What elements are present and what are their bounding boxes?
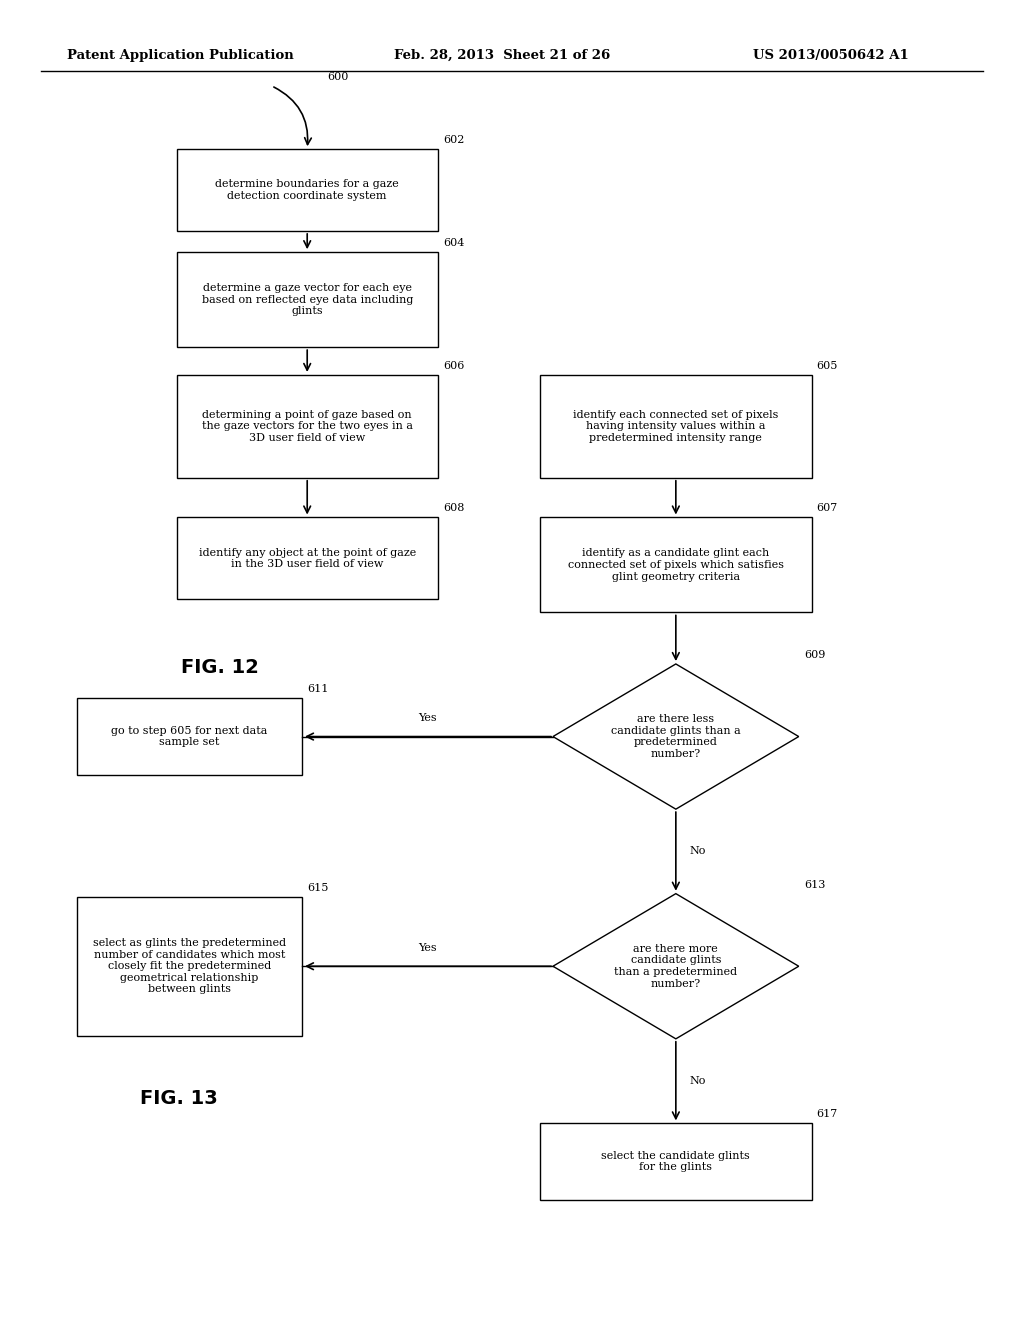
Text: US 2013/0050642 A1: US 2013/0050642 A1 bbox=[753, 49, 908, 62]
Polygon shape bbox=[553, 664, 799, 809]
Text: No: No bbox=[689, 1076, 706, 1086]
Text: 617: 617 bbox=[817, 1109, 838, 1119]
Text: 602: 602 bbox=[442, 135, 464, 145]
FancyBboxPatch shape bbox=[541, 375, 812, 478]
FancyBboxPatch shape bbox=[541, 1123, 812, 1200]
Text: 604: 604 bbox=[442, 238, 464, 248]
Text: select the candidate glints
for the glints: select the candidate glints for the glin… bbox=[601, 1151, 751, 1172]
Text: Yes: Yes bbox=[418, 942, 437, 953]
Text: 608: 608 bbox=[442, 503, 464, 513]
FancyBboxPatch shape bbox=[541, 517, 812, 612]
Text: FIG. 12: FIG. 12 bbox=[181, 659, 259, 677]
Text: 609: 609 bbox=[804, 649, 825, 660]
Text: are there less
candidate glints than a
predetermined
number?: are there less candidate glints than a p… bbox=[611, 714, 740, 759]
FancyBboxPatch shape bbox=[77, 698, 302, 775]
Text: determining a point of gaze based on
the gaze vectors for the two eyes in a
3D u: determining a point of gaze based on the… bbox=[202, 409, 413, 444]
Text: 611: 611 bbox=[307, 684, 329, 694]
Text: 615: 615 bbox=[307, 883, 329, 892]
Text: Patent Application Publication: Patent Application Publication bbox=[67, 49, 293, 62]
Text: determine boundaries for a gaze
detection coordinate system: determine boundaries for a gaze detectio… bbox=[215, 180, 399, 201]
Polygon shape bbox=[553, 894, 799, 1039]
Text: go to step 605 for next data
sample set: go to step 605 for next data sample set bbox=[112, 726, 267, 747]
Text: No: No bbox=[689, 846, 706, 857]
Text: identify as a candidate glint each
connected set of pixels which satisfies
glint: identify as a candidate glint each conne… bbox=[568, 548, 783, 582]
Text: are there more
candidate glints
than a predetermined
number?: are there more candidate glints than a p… bbox=[614, 944, 737, 989]
Text: determine a gaze vector for each eye
based on reflected eye data including
glint: determine a gaze vector for each eye bas… bbox=[202, 282, 413, 317]
Text: FIG. 13: FIG. 13 bbox=[140, 1089, 218, 1107]
Text: 613: 613 bbox=[804, 879, 825, 890]
Text: 600: 600 bbox=[328, 71, 349, 82]
FancyBboxPatch shape bbox=[77, 898, 302, 1035]
FancyBboxPatch shape bbox=[176, 517, 438, 599]
Text: select as glints the predetermined
number of candidates which most
closely fit t: select as glints the predetermined numbe… bbox=[93, 939, 286, 994]
Text: identify any object at the point of gaze
in the 3D user field of view: identify any object at the point of gaze… bbox=[199, 548, 416, 569]
Text: Yes: Yes bbox=[418, 713, 437, 723]
Text: Feb. 28, 2013  Sheet 21 of 26: Feb. 28, 2013 Sheet 21 of 26 bbox=[394, 49, 610, 62]
Text: 607: 607 bbox=[817, 503, 838, 513]
FancyBboxPatch shape bbox=[176, 375, 438, 478]
FancyBboxPatch shape bbox=[176, 149, 438, 231]
FancyBboxPatch shape bbox=[176, 252, 438, 347]
Text: identify each connected set of pixels
having intensity values within a
predeterm: identify each connected set of pixels ha… bbox=[573, 409, 778, 444]
Text: 606: 606 bbox=[442, 360, 464, 371]
Text: 605: 605 bbox=[817, 360, 838, 371]
